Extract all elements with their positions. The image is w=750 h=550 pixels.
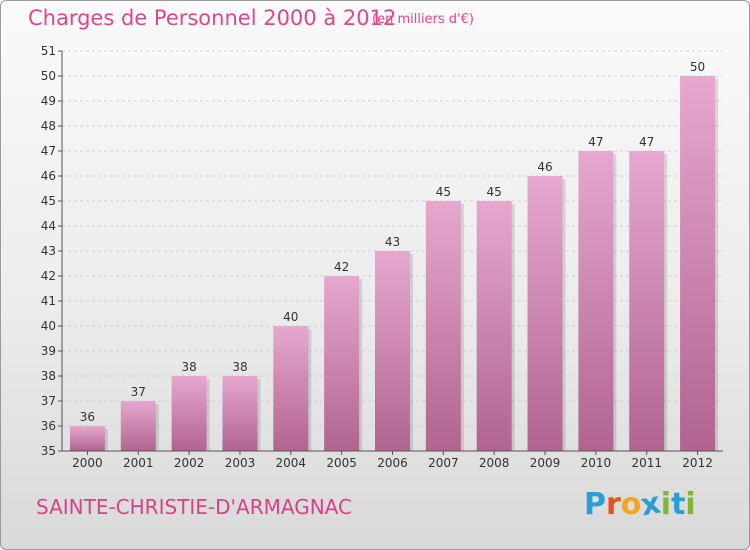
- y-tick-label: 48: [41, 119, 56, 133]
- value-label-2005: 42: [334, 260, 349, 274]
- value-label-2004: 40: [283, 310, 298, 324]
- x-tick-label-2006: 2006: [377, 456, 408, 470]
- value-label-2009: 46: [537, 160, 552, 174]
- town-name: SAINTE-CHRISTIE-D'ARMAGNAC: [36, 495, 352, 519]
- value-label-2012: 50: [690, 60, 705, 74]
- bar-layer: [69, 76, 719, 451]
- bar-2001: [120, 401, 156, 451]
- logo-letter: o: [620, 487, 642, 522]
- y-tick-label: 47: [41, 144, 56, 158]
- value-label-2006: 43: [385, 235, 400, 249]
- y-tick-label: 43: [41, 244, 56, 258]
- x-tick-label-2012: 2012: [682, 456, 713, 470]
- value-label-2011: 47: [639, 135, 654, 149]
- x-tick-label-2003: 2003: [225, 456, 256, 470]
- bar-2005: [324, 276, 360, 451]
- value-label-2003: 38: [232, 360, 247, 374]
- logo-letter: P: [584, 487, 606, 522]
- bar-2010: [578, 151, 614, 451]
- value-label-2008: 45: [487, 185, 502, 199]
- bar-2002: [171, 376, 207, 451]
- bar-2011: [629, 151, 665, 451]
- value-label-2010: 47: [588, 135, 603, 149]
- logo-letter: t: [671, 487, 686, 522]
- y-tick-label: 35: [41, 444, 56, 458]
- y-tick-label: 41: [41, 294, 56, 308]
- x-tick-label-2004: 2004: [276, 456, 307, 470]
- logo-letter: i: [685, 487, 696, 522]
- bar-2009: [527, 176, 563, 451]
- value-label-2002: 38: [181, 360, 196, 374]
- logo-letter: i: [660, 487, 672, 522]
- y-tick-label: 44: [41, 219, 56, 233]
- y-tick-label: 38: [41, 369, 56, 383]
- bar-2008: [476, 201, 512, 451]
- bar-2004: [273, 326, 309, 451]
- y-tick-label: 49: [41, 94, 56, 108]
- y-tick-label: 45: [41, 194, 56, 208]
- x-tick-label-2011: 2011: [631, 456, 662, 470]
- value-label-2007: 45: [436, 185, 451, 199]
- y-tick-label: 37: [41, 394, 56, 408]
- bar-2007: [425, 201, 461, 451]
- y-tick-label: 39: [41, 344, 56, 358]
- y-tick-label: 46: [41, 169, 56, 183]
- bar-2000: [69, 426, 105, 451]
- x-tick-label-2008: 2008: [479, 456, 510, 470]
- bar-2012: [680, 76, 716, 451]
- bar-2003: [222, 376, 258, 451]
- x-tick-label-2009: 2009: [530, 456, 561, 470]
- logo-letter: r: [606, 487, 621, 522]
- y-tick-label: 40: [41, 319, 56, 333]
- y-tick-label: 36: [41, 419, 56, 433]
- x-tick-label-2002: 2002: [174, 456, 205, 470]
- axis-layer: 35 36 37 38 39 40 41 42 43 44 45 46 47 48 49 50 51: [41, 44, 723, 458]
- y-tick-label: 42: [41, 269, 56, 283]
- label-layer: 36 2000 37 2001 38 2002 38 2003 40 2004 42 2005 43 20…: [72, 60, 713, 470]
- x-tick-label-2007: 2007: [428, 456, 459, 470]
- value-label-2001: 37: [131, 385, 146, 399]
- chart-subtitle: (en milliers d'€): [372, 12, 474, 27]
- proxiti-logo: Proxiti: [584, 486, 696, 524]
- bar-2006: [375, 251, 410, 451]
- x-tick-label-2001: 2001: [123, 456, 154, 470]
- x-tick-label-2000: 2000: [72, 456, 103, 470]
- chart-title: Charges de Personnel 2000 à 2012: [28, 6, 397, 30]
- x-tick-label-2005: 2005: [326, 456, 357, 470]
- y-tick-label: 50: [41, 69, 56, 83]
- y-tick-label: 51: [41, 44, 56, 58]
- x-tick-label-2010: 2010: [581, 456, 612, 470]
- value-label-2000: 36: [80, 410, 95, 424]
